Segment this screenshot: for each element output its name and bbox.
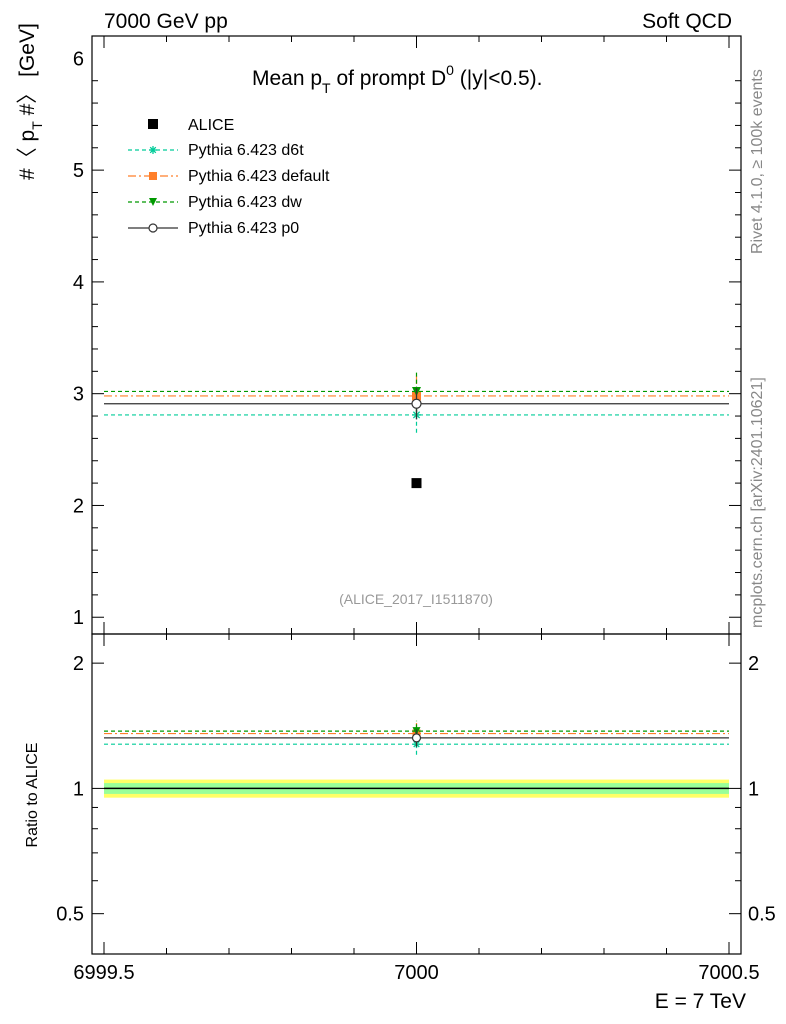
ratio-y-tick-label-right-1: 1 (748, 778, 759, 800)
ratio-y-tick-label-left-1: 1 (73, 778, 84, 800)
x-tick-label-1: 7000 (394, 962, 439, 984)
y-tick-label-1: 2 (73, 495, 84, 517)
legend-label-alice: ALICE (188, 117, 234, 134)
legend: ALICE Pythia 6.423 d6t Pythia 6.423 defau… (128, 117, 330, 237)
rivet-label: Rivet 4.1.0, ≥ 100k events (749, 69, 766, 254)
series-marker-3 (411, 398, 422, 409)
ratio-y-tick-label-left-2: 2 (73, 653, 84, 675)
legend-label-2: Pythia 6.423 dw (188, 194, 302, 211)
legend-label-0: Pythia 6.423 d6t (188, 142, 304, 159)
y-tick-label-4: 5 (73, 160, 84, 182)
legend-marker-2 (149, 198, 157, 206)
y-tick-label-3: 4 (73, 272, 84, 294)
y-tick-label-5: 6 (73, 48, 84, 70)
legend-marker-alice (148, 119, 158, 129)
legend-marker-0 (149, 146, 157, 154)
process-label: Soft QCD (642, 10, 732, 33)
analysis-label: (ALICE_2017_I1511870) (339, 591, 493, 607)
data-point-alice (411, 478, 422, 489)
ratio-y-axis-label: Ratio to ALICE (24, 743, 41, 848)
x-tick-label-2: 7000.5 (698, 962, 759, 984)
legend-label-1: Pythia 6.423 default (188, 168, 330, 185)
mcplots-label: mcplots.cern.ch [arXiv:2401.10621] (749, 377, 766, 628)
ratio-y-tick-label-right-0: 0.5 (748, 904, 776, 926)
x-axis-label: E = 7 TeV (655, 990, 746, 1013)
ratio-y-tick-label-left-0: 0.5 (56, 904, 84, 926)
x-tick-label-0: 6999.5 (73, 962, 134, 984)
legend-marker-3 (148, 223, 158, 233)
y-axis-label: #〈 pT #〉 [GeV] (16, 23, 45, 180)
y-tick-label-2: 3 (73, 384, 84, 406)
legend-label-3: Pythia 6.423 p0 (188, 220, 299, 237)
chart-title: Mean pT of prompt D0 (|y|<0.5). (252, 62, 542, 96)
y-tick-label-0: 1 (73, 607, 84, 629)
ratio-y-tick-label-right-2: 2 (748, 653, 759, 675)
legend-marker-1 (149, 172, 157, 180)
energy-label: 7000 GeV pp (104, 10, 228, 33)
ratio-marker-3 (411, 733, 422, 743)
